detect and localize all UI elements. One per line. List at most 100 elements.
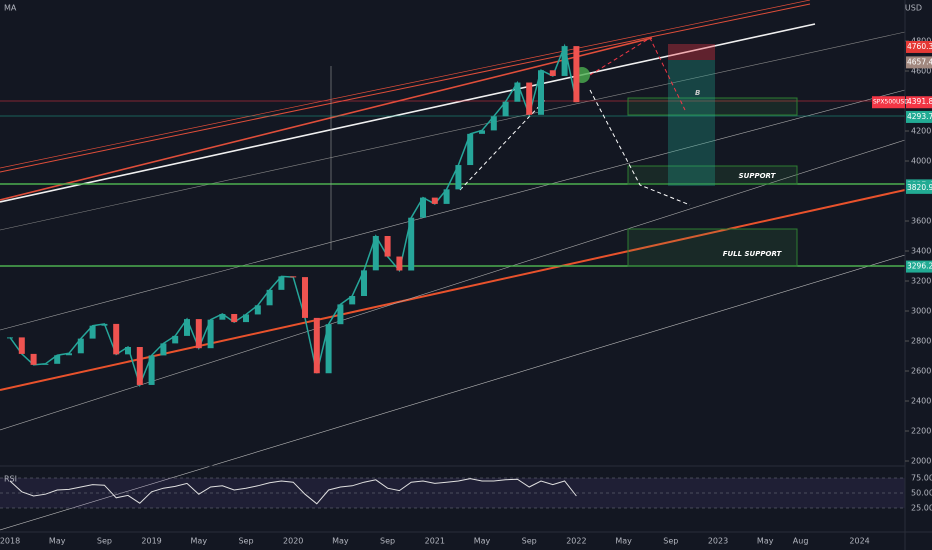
currency-label: USD bbox=[905, 4, 922, 13]
candle bbox=[349, 296, 356, 305]
candle bbox=[254, 305, 261, 315]
price-tag-label: 4293.7 bbox=[907, 112, 932, 121]
candle bbox=[231, 314, 238, 323]
time-tick-label: 2018 bbox=[0, 537, 20, 546]
symbol-tag-label: SPX500USD bbox=[873, 99, 909, 106]
time-tick-label: Sep bbox=[380, 537, 395, 546]
full-support-note: FULL SUPPORT bbox=[723, 250, 783, 258]
time-tick-label: May bbox=[474, 537, 491, 546]
price-tick-label: 2000.0 bbox=[911, 457, 932, 466]
time-tick-label: 2022 bbox=[566, 537, 586, 546]
candle bbox=[101, 323, 108, 326]
price-tick-label: 3600.0 bbox=[911, 217, 932, 226]
candle bbox=[266, 289, 273, 306]
time-tick-label: 2023 bbox=[708, 537, 728, 546]
candle bbox=[66, 353, 72, 356]
time-tick-label: May bbox=[332, 537, 349, 546]
price-tick-label: 3000.0 bbox=[911, 307, 932, 316]
candle bbox=[243, 314, 249, 323]
candle bbox=[408, 217, 415, 271]
candle bbox=[325, 324, 332, 374]
candle bbox=[172, 335, 179, 344]
candle bbox=[30, 353, 37, 365]
price-tag-label: 4760.3 bbox=[907, 42, 932, 51]
time-tick-label: May bbox=[49, 537, 66, 546]
candle bbox=[18, 337, 25, 354]
price-tag-label: 3820.9 bbox=[907, 183, 932, 192]
time-tick-label: Sep bbox=[522, 537, 537, 546]
candle bbox=[54, 355, 61, 364]
candle bbox=[384, 236, 391, 257]
rsi-tick-label: 75.00 bbox=[911, 474, 932, 483]
candle bbox=[302, 277, 308, 318]
time-tick-label: 2020 bbox=[283, 537, 303, 546]
price-tick-label: 2400.0 bbox=[911, 397, 932, 406]
rsi-tick-label: 25.00 bbox=[911, 504, 932, 513]
rsi-label: RSI bbox=[4, 475, 17, 484]
time-tick-label: May bbox=[757, 537, 774, 546]
candle bbox=[160, 343, 167, 356]
candle bbox=[396, 256, 403, 271]
candle bbox=[431, 197, 438, 204]
time-tick-label: 2021 bbox=[425, 537, 445, 546]
candle bbox=[526, 82, 533, 115]
price-tick-label: 2600.0 bbox=[911, 367, 932, 376]
price-tag bbox=[906, 260, 932, 273]
candle bbox=[207, 319, 214, 349]
price-tick-label: 4000.0 bbox=[911, 157, 932, 166]
candle bbox=[7, 337, 13, 339]
price-tag bbox=[906, 40, 932, 53]
candle bbox=[361, 270, 367, 296]
time-tick-label: Sep bbox=[97, 537, 112, 546]
candle bbox=[219, 314, 226, 320]
candle bbox=[479, 130, 485, 134]
candle bbox=[337, 304, 344, 325]
rsi-line bbox=[9, 478, 577, 505]
candle bbox=[538, 70, 544, 115]
candle bbox=[184, 319, 190, 336]
candle bbox=[443, 189, 450, 204]
candle bbox=[148, 355, 155, 385]
time-tick-label: Sep bbox=[238, 537, 253, 546]
candle bbox=[455, 165, 462, 190]
time-tick-label: May bbox=[615, 537, 632, 546]
candle bbox=[490, 116, 497, 131]
rsi-tick-label: 50.00 bbox=[911, 489, 932, 498]
price-tag-label: 4391.8 bbox=[907, 97, 932, 106]
time-tick-label: Sep bbox=[663, 537, 678, 546]
candle bbox=[77, 338, 84, 354]
price-tick-label: 4600.0 bbox=[911, 67, 932, 76]
wave-note: B bbox=[695, 89, 700, 97]
candle bbox=[549, 70, 556, 76]
price-tag bbox=[906, 56, 932, 69]
candle bbox=[467, 133, 474, 166]
candle bbox=[89, 325, 96, 339]
candle bbox=[502, 101, 509, 117]
candle bbox=[573, 46, 580, 103]
symbol-tag bbox=[872, 96, 905, 109]
candle bbox=[113, 323, 120, 355]
price-tick-label: 3200.0 bbox=[911, 277, 932, 286]
candle bbox=[372, 236, 379, 271]
time-tick-label: Aug bbox=[793, 537, 809, 546]
price-tag bbox=[906, 96, 932, 109]
time-tick-label: May bbox=[191, 537, 208, 546]
support-note: SUPPORT bbox=[739, 172, 777, 180]
price-tag bbox=[906, 181, 932, 194]
price-tick-label: 3400.0 bbox=[911, 247, 932, 256]
candle bbox=[290, 276, 297, 278]
price-tag-label: 4657.4 bbox=[907, 57, 932, 66]
price-tick-label: 2800.0 bbox=[911, 337, 932, 346]
indicator-label: MA bbox=[4, 4, 17, 13]
price-tick-label: 4200.0 bbox=[911, 127, 932, 136]
price-tick-label: 2200.0 bbox=[911, 427, 932, 436]
candle bbox=[420, 197, 426, 218]
candle bbox=[125, 347, 131, 355]
time-tick-label: 2019 bbox=[141, 537, 161, 546]
time-tick-label: 2024 bbox=[849, 537, 869, 546]
candle bbox=[561, 46, 568, 76]
candle bbox=[278, 276, 285, 290]
candle bbox=[313, 317, 320, 374]
candle bbox=[136, 347, 143, 385]
